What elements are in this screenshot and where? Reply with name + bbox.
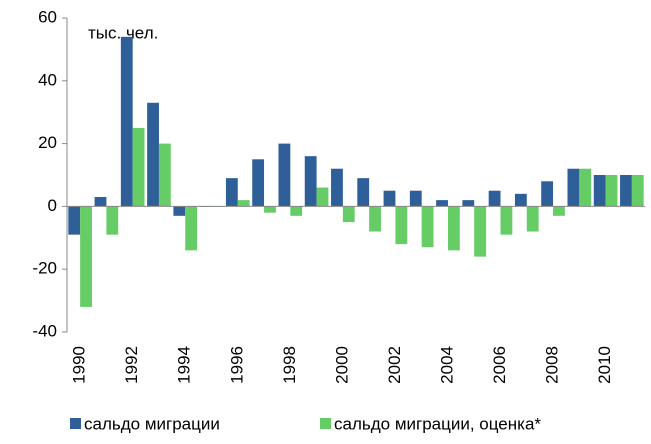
bar [421,206,434,248]
legend-swatch [70,418,81,429]
x-tick-label: 2000 [332,346,351,384]
bar [342,206,355,223]
bar [631,175,644,207]
bar [500,206,513,235]
bar [488,190,501,207]
bar [120,36,133,207]
x-tick-label: 2006 [490,346,509,384]
x-tick-label: 2004 [437,346,456,384]
bar [252,159,265,207]
bar [462,200,475,207]
bar [173,206,186,216]
bar [436,200,448,207]
bar [395,206,408,245]
x-tick-label: 2002 [385,346,404,384]
bar [579,168,592,207]
bar [474,206,487,257]
bar [158,143,171,207]
bar [278,143,291,207]
y-tick-label: -40 [32,321,57,340]
bar [106,206,119,235]
legend-label: сальдо миграции [84,414,220,433]
bar [526,206,539,232]
bar [304,156,317,207]
bar [94,196,107,207]
bar [316,187,329,207]
bar [132,127,145,207]
bar [264,206,276,213]
bar [553,206,565,216]
y-tick-label: 40 [38,70,57,89]
bar [331,168,343,207]
y-tick-label: -20 [32,259,57,278]
x-tick-label: 1996 [227,346,246,384]
bar [593,175,606,207]
x-tick-label: 1992 [122,346,141,384]
bar [290,206,303,216]
legend-swatch [320,418,331,429]
bar [357,178,370,207]
bar [80,206,92,307]
x-tick-label: 1994 [175,346,194,384]
bar [567,168,580,207]
bar [237,200,250,207]
bar [68,206,81,235]
bar [147,102,159,207]
bar [225,178,238,207]
annotation: тыс. чел. [88,23,158,42]
bar [605,175,618,207]
bar [514,193,527,207]
bar [620,175,632,207]
bar [383,190,396,207]
bar [409,190,422,207]
y-tick-label: 0 [48,196,57,215]
x-tick-label: 2008 [543,346,562,384]
bar [369,206,381,232]
bar [185,206,198,251]
bar [541,181,554,207]
x-tick-label: 2010 [595,346,614,384]
bar [447,206,460,251]
y-tick-label: 60 [38,7,57,26]
x-tick-label: 1998 [280,346,299,384]
legend-label: сальдо миграции, оценка* [334,414,541,433]
x-tick-label: 1990 [70,346,89,384]
y-tick-label: 20 [38,133,57,152]
